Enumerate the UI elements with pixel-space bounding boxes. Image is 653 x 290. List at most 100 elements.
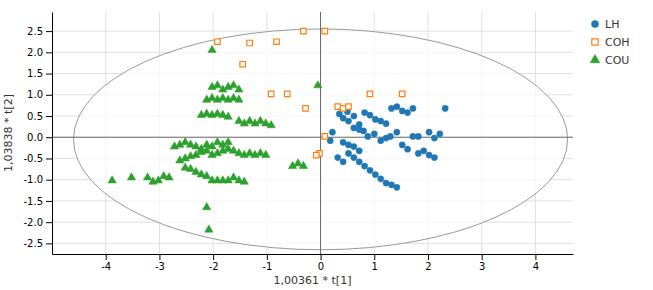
point	[205, 225, 213, 232]
series	[327, 104, 448, 191]
point	[410, 105, 416, 111]
marks	[52, 12, 573, 254]
point	[267, 121, 275, 128]
point	[442, 105, 448, 111]
point	[224, 112, 232, 119]
tick-mark	[159, 254, 160, 260]
point	[351, 155, 357, 161]
point	[340, 106, 345, 111]
point	[431, 155, 437, 161]
point	[224, 138, 232, 145]
point	[356, 159, 362, 165]
series	[108, 45, 322, 232]
tick-label: -4	[101, 261, 111, 272]
point	[314, 81, 322, 88]
tick: 1.5	[27, 68, 52, 79]
point	[340, 159, 346, 165]
tick: -1.5	[23, 196, 52, 207]
tick-mark	[428, 254, 429, 260]
point	[108, 176, 116, 183]
point	[404, 110, 410, 116]
point	[371, 131, 377, 137]
point	[367, 91, 372, 96]
tick-label: 0	[318, 261, 324, 272]
point	[186, 164, 194, 171]
tick: 1	[372, 254, 378, 272]
tick: 0.5	[27, 111, 52, 122]
tick: 2.5	[27, 26, 52, 37]
point	[294, 159, 302, 166]
tick: 1.0	[27, 89, 52, 100]
tick: 0.0	[27, 132, 52, 143]
point	[127, 173, 135, 180]
tick: 4	[533, 254, 539, 272]
point	[394, 104, 400, 110]
point	[213, 81, 221, 88]
legend-label: COH	[605, 36, 630, 49]
reference-line	[52, 137, 573, 138]
tick-mark	[46, 180, 52, 181]
reference-line	[320, 12, 321, 254]
tick-label: -3	[155, 261, 165, 272]
tick-label: -2	[209, 261, 219, 272]
tick-mark	[213, 254, 214, 260]
point	[229, 81, 237, 88]
tick-label: 2	[425, 261, 431, 272]
tick: -0.5	[23, 153, 52, 164]
grid-line	[52, 137, 573, 138]
point	[235, 116, 243, 123]
point	[437, 131, 443, 137]
tick-label: 4	[533, 261, 539, 272]
point	[262, 150, 270, 157]
legend-item: COH	[592, 36, 630, 49]
point	[208, 45, 216, 52]
point	[362, 163, 368, 169]
tick-mark	[46, 158, 52, 159]
tick-mark	[46, 74, 52, 75]
point	[149, 177, 157, 184]
point	[351, 143, 357, 149]
point	[247, 40, 252, 45]
point	[240, 177, 248, 184]
tick: -2.0	[23, 217, 52, 228]
point	[351, 113, 357, 119]
point	[404, 146, 410, 152]
point	[143, 173, 151, 180]
point	[245, 116, 253, 123]
tick: 0	[318, 254, 324, 272]
tick: 2	[425, 254, 431, 272]
point	[192, 142, 200, 149]
tick-label: -1.5	[23, 196, 43, 207]
axis-line	[52, 13, 53, 255]
tick-mark	[46, 31, 52, 32]
point	[240, 61, 245, 66]
point	[303, 106, 308, 111]
point	[365, 133, 371, 139]
point	[322, 28, 327, 33]
grid	[52, 12, 573, 254]
tick-mark	[46, 52, 52, 53]
grid-line	[320, 12, 321, 254]
point	[335, 155, 341, 161]
tick: 2.0	[27, 47, 52, 58]
point	[213, 138, 221, 145]
tick-mark	[482, 254, 483, 260]
point	[314, 152, 319, 157]
point	[229, 146, 237, 153]
y-axis: -2.5-2.0-1.5-1.0-0.50.00.51.01.52.02.5	[23, 13, 52, 255]
legend-symbol	[590, 54, 600, 62]
point	[322, 134, 327, 139]
legend-item: LH	[591, 18, 619, 31]
point	[378, 176, 384, 182]
point	[415, 133, 421, 139]
point	[165, 173, 173, 180]
point	[235, 95, 243, 102]
point	[203, 171, 211, 178]
tick-label: 1	[372, 261, 378, 272]
point	[192, 167, 200, 174]
point	[387, 133, 393, 139]
legend-label: COU	[605, 54, 629, 67]
legend-label: LH	[605, 18, 619, 31]
legend-symbol	[591, 20, 598, 27]
tick-label: -2.5	[23, 238, 43, 249]
